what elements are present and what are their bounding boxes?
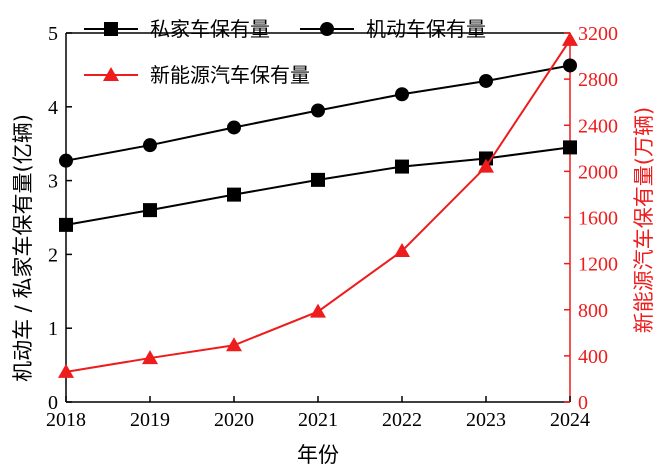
x-tick-label: 2022 [382,409,422,431]
right-y-tick-label: 1600 [578,208,618,230]
data-point-private-cars [395,159,409,174]
legend-label-motor-vehicles: 机动车保有量 [366,17,486,41]
legend: 私家车保有量 机动车保有量 新能源汽车保有量 [84,17,486,87]
legend-item-nev: 新能源汽车保有量 [84,63,310,87]
legend-item-private-cars: 私家车保有量 [84,17,270,41]
data-point-nev [562,31,578,46]
data-point-motor-vehicles [311,103,325,118]
right-y-tick-label: 2400 [578,115,618,137]
data-point-private-cars [59,217,73,232]
data-point-motor-vehicles [227,120,241,135]
x-tick-label: 2018 [46,409,86,431]
legend-label-private-cars: 私家车保有量 [150,17,270,41]
right-y-tick-label: 2800 [578,69,618,91]
legend-triangle-marker [103,67,119,81]
data-point-private-cars [143,203,157,218]
legend-circle-marker [320,22,334,36]
data-point-nev [226,337,242,352]
x-tick-label: 2019 [130,409,170,431]
data-point-private-cars [311,172,325,187]
legend-item-motor-vehicles: 机动车保有量 [300,17,486,41]
legend-square-marker [104,22,118,36]
data-point-nev [478,158,494,173]
data-point-nev [58,363,74,378]
x-tick-label: 2023 [466,409,506,431]
left-y-tick-label: 3 [48,171,58,193]
x-tick-label: 2024 [550,409,590,431]
right-y-tick-label: 400 [578,346,608,368]
legend-label-nev: 新能源汽车保有量 [150,63,310,87]
data-point-nev [310,303,326,318]
right-y-tick-label: 2000 [578,161,618,183]
data-point-motor-vehicles [395,87,409,102]
right-y-tick-label: 0 [578,392,588,414]
left-y-tick-label: 5 [48,23,58,45]
right-axis-title: 新能源汽车保有量(万辆) [632,107,656,333]
data-point-private-cars [563,140,577,155]
x-tick-label: 2021 [298,409,338,431]
right-y-tick-label: 800 [578,300,608,322]
data-point-private-cars [227,187,241,202]
data-point-nev [142,350,158,365]
left-y-tick-label: 0 [48,392,58,414]
series-line-nev [65,39,571,373]
x-tick-label: 2020 [214,409,254,431]
data-point-motor-vehicles [143,138,157,153]
data-point-motor-vehicles [563,58,577,73]
left-y-tick-label: 4 [48,97,58,119]
data-point-nev [394,242,410,257]
data-point-motor-vehicles [479,73,493,88]
left-y-tick-label: 2 [48,244,58,266]
left-axis-title: 机动车 / 私家车保有量(亿辆) [11,114,35,382]
data-point-motor-vehicles [59,153,73,168]
right-y-tick-label: 3200 [578,23,618,45]
right-y-tick-label: 1200 [578,254,618,276]
x-axis-title: 年份 [297,443,339,467]
left-y-tick-label: 1 [48,318,58,340]
